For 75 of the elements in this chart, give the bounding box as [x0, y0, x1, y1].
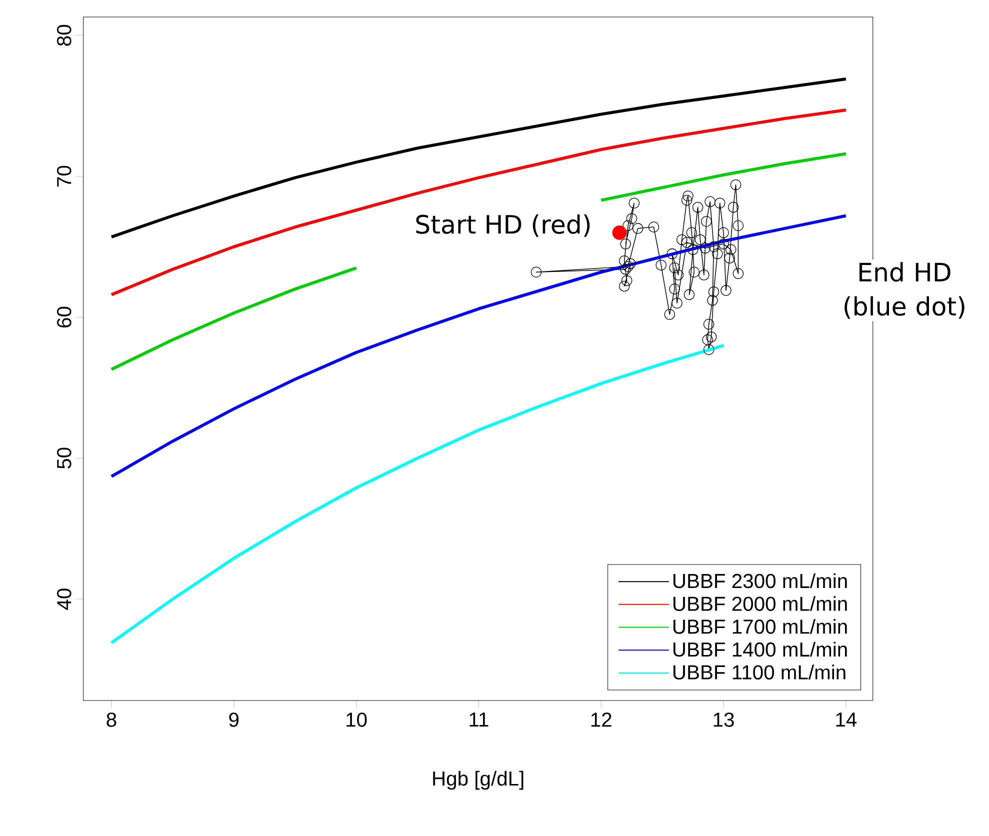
- point: [625, 258, 636, 270]
- point: [730, 179, 742, 190]
- point: [612, 225, 627, 240]
- line-series: [110, 344, 726, 644]
- point: [682, 190, 694, 202]
- point: [701, 216, 712, 227]
- point: [698, 270, 710, 280]
- point: [684, 289, 695, 300]
- point: [694, 234, 706, 246]
- point: [626, 213, 638, 224]
- point: [619, 256, 630, 266]
- legend-label: UBBF 2000 mL/min: [673, 596, 847, 612]
- point: [708, 286, 720, 298]
- y-tick-label: 50: [56, 448, 72, 469]
- point: [530, 266, 542, 278]
- point: [672, 270, 684, 280]
- point: [620, 264, 631, 275]
- point: [681, 194, 692, 206]
- x-tick-label: 8: [106, 712, 116, 727]
- point: [688, 266, 700, 278]
- point: [676, 234, 688, 246]
- point: [648, 222, 660, 232]
- point: [703, 344, 714, 356]
- line-series: [110, 108, 848, 296]
- point: [712, 248, 723, 260]
- point: [732, 220, 744, 232]
- y-tick-label: 60: [56, 306, 72, 328]
- point: [621, 275, 632, 286]
- point: [708, 241, 720, 252]
- legend-label: UBBF 2300 mL/min: [673, 573, 847, 588]
- point: [628, 198, 640, 208]
- point: [632, 223, 644, 234]
- point: [706, 332, 717, 342]
- x-axis-title: Hgb [g/dL]: [433, 770, 524, 790]
- point: [656, 260, 666, 270]
- point: [672, 298, 682, 309]
- point: [622, 261, 634, 272]
- point: [714, 198, 726, 208]
- point: [666, 248, 678, 260]
- x-tick-label: 10: [346, 712, 367, 727]
- x-tick-label: 9: [229, 712, 239, 727]
- point: [619, 280, 630, 292]
- point: [664, 309, 676, 320]
- point: [620, 238, 631, 250]
- point: [707, 294, 718, 306]
- x-tick-label: 14: [836, 712, 857, 727]
- point: [700, 242, 711, 254]
- y-tick-label: 80: [56, 24, 72, 46]
- y-tick-label: 40: [56, 588, 72, 610]
- x-tick-label: 13: [714, 712, 734, 727]
- point: [718, 227, 729, 238]
- legend-label: UBBF 1100 mL/min: [673, 664, 846, 680]
- point: [622, 220, 634, 232]
- point: [720, 285, 732, 296]
- point: [703, 318, 714, 330]
- point: [704, 196, 716, 208]
- y-tick-label: 70: [56, 166, 72, 187]
- point: [669, 284, 680, 294]
- point: [692, 202, 704, 213]
- point: [669, 262, 680, 274]
- point: [724, 252, 735, 264]
- point: [688, 244, 698, 255]
- point: [686, 227, 698, 238]
- point: [718, 238, 729, 250]
- legend-label: UBBF 1400 mL/min: [673, 642, 847, 657]
- x-tick-label: 11: [470, 712, 488, 727]
- annotation: Start HD (red): [416, 214, 590, 237]
- annotation: End HD (blue dot): [844, 262, 964, 319]
- point: [726, 244, 736, 255]
- legend-label: UBBF 1700 mL/min: [673, 619, 847, 634]
- point: [732, 268, 744, 279]
- point: [728, 202, 739, 213]
- x-tick-label: 12: [591, 712, 612, 727]
- point: [681, 237, 692, 248]
- point: [702, 334, 713, 346]
